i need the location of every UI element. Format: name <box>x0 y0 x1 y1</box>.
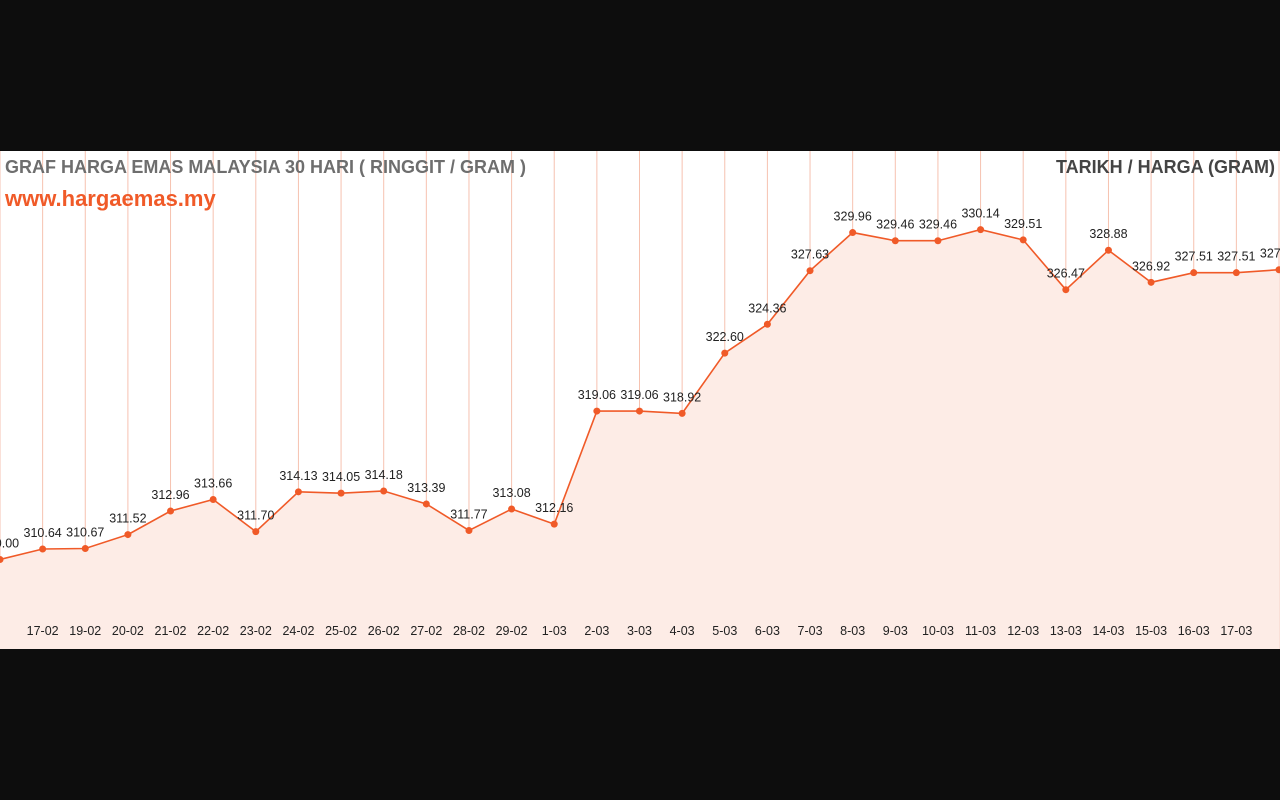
x-tick-label: 29-02 <box>496 624 528 638</box>
data-label: 314.13 <box>279 469 317 483</box>
data-label: 311.70 <box>237 509 274 523</box>
data-label: 327.63 <box>791 248 829 262</box>
data-point <box>81 545 89 553</box>
data-point <box>891 237 899 245</box>
x-tick-label: 12-03 <box>1007 624 1039 638</box>
x-tick-label: 5-03 <box>712 624 737 638</box>
data-point <box>593 407 601 415</box>
data-point <box>1190 269 1198 277</box>
x-tick-label: 21-02 <box>155 624 187 638</box>
x-tick-label: 24-02 <box>282 624 314 638</box>
x-tick-label: 6-03 <box>755 624 780 638</box>
x-tick-label: 2-03 <box>584 624 609 638</box>
data-label: 310.67 <box>66 526 104 540</box>
data-point <box>1104 246 1112 254</box>
x-tick-label: 14-03 <box>1092 624 1124 638</box>
data-point <box>721 349 729 357</box>
data-point <box>294 488 302 496</box>
data-point <box>1147 278 1155 286</box>
x-tick-label: 16-03 <box>1178 624 1210 638</box>
data-label: 313.66 <box>194 477 232 491</box>
chart-area: 310.00 310.64 17-02 310.67 19-02 311.52 20-02 3… <box>0 151 1280 649</box>
data-point <box>252 528 260 536</box>
chart-subtitle: www.hargaemas.my <box>5 186 216 211</box>
data-point <box>1275 266 1280 274</box>
data-label: 314.05 <box>322 470 360 484</box>
data-label: 327.51 <box>1217 250 1255 264</box>
x-tick-label: 20-02 <box>112 624 144 638</box>
data-point <box>422 500 430 508</box>
data-point <box>0 555 4 563</box>
data-label: 313.08 <box>492 486 530 500</box>
data-label: 327.69 <box>1260 247 1280 261</box>
data-label: 319.06 <box>620 388 658 402</box>
data-point <box>1232 269 1240 277</box>
x-tick-label: 1-03 <box>542 624 567 638</box>
data-label: 312.16 <box>535 501 573 515</box>
data-point <box>678 409 686 417</box>
data-label: 324.36 <box>748 301 786 315</box>
x-tick-label: 26-02 <box>368 624 400 638</box>
x-tick-label: 13-03 <box>1050 624 1082 638</box>
data-label: 318.92 <box>663 390 701 404</box>
x-tick-label: 28-02 <box>453 624 485 638</box>
x-tick-label: 7-03 <box>798 624 823 638</box>
data-point <box>39 545 47 553</box>
area-fill <box>0 229 1279 649</box>
data-label: 312.96 <box>151 488 189 502</box>
x-tick-label: 9-03 <box>883 624 908 638</box>
data-point <box>337 489 345 497</box>
x-tick-label: 10-03 <box>922 624 954 638</box>
data-label: 330.14 <box>961 207 999 221</box>
data-label: 311.77 <box>450 507 487 521</box>
data-point <box>934 237 942 245</box>
data-label: 310.64 <box>24 526 62 540</box>
chart-svg: 310.00 310.64 17-02 310.67 19-02 311.52 20-02 3… <box>0 151 1280 649</box>
x-tick-label: 8-03 <box>840 624 865 638</box>
data-label: 329.46 <box>876 218 914 232</box>
data-label: 328.88 <box>1089 227 1127 241</box>
data-label: 329.46 <box>919 218 957 232</box>
data-label: 311.52 <box>109 512 146 526</box>
x-tick-label: 17-02 <box>27 624 59 638</box>
data-point <box>806 267 814 275</box>
x-tick-label: 3-03 <box>627 624 652 638</box>
data-label: 327.51 <box>1175 250 1213 264</box>
data-point <box>977 226 985 234</box>
data-point <box>380 487 388 495</box>
data-label: 326.47 <box>1047 267 1085 281</box>
data-label: 310.00 <box>0 536 19 550</box>
legend-label: TARIKH / HARGA (GRAM) <box>1056 157 1275 177</box>
data-label: 313.39 <box>407 481 445 495</box>
data-label: 314.18 <box>365 468 403 482</box>
data-point <box>636 407 643 415</box>
data-point <box>550 520 558 528</box>
x-tick-label: 19-02 <box>69 624 101 638</box>
data-point <box>1062 286 1070 294</box>
x-tick-label: 11-03 <box>965 624 996 638</box>
x-tick-label: 22-02 <box>197 624 229 638</box>
data-label: 322.60 <box>706 330 744 344</box>
data-point <box>763 320 771 328</box>
data-point <box>209 496 217 504</box>
data-label: 329.51 <box>1004 217 1042 231</box>
data-point <box>849 229 857 237</box>
data-point <box>1019 236 1027 244</box>
data-point <box>124 531 132 539</box>
data-label: 326.92 <box>1132 259 1170 273</box>
x-tick-label: 4-03 <box>670 624 695 638</box>
data-label: 329.96 <box>834 210 872 224</box>
x-tick-label: 23-02 <box>240 624 272 638</box>
x-tick-label: 25-02 <box>325 624 357 638</box>
x-tick-label: 27-02 <box>410 624 442 638</box>
data-point <box>465 526 473 534</box>
data-point <box>167 507 175 515</box>
x-tick-label: 17-03 <box>1220 624 1252 638</box>
x-tick-label: 15-03 <box>1135 624 1167 638</box>
data-label: 319.06 <box>578 388 616 402</box>
chart-title: GRAF HARGA EMAS MALAYSIA 30 HARI ( RINGG… <box>5 157 527 177</box>
data-point <box>508 505 516 513</box>
